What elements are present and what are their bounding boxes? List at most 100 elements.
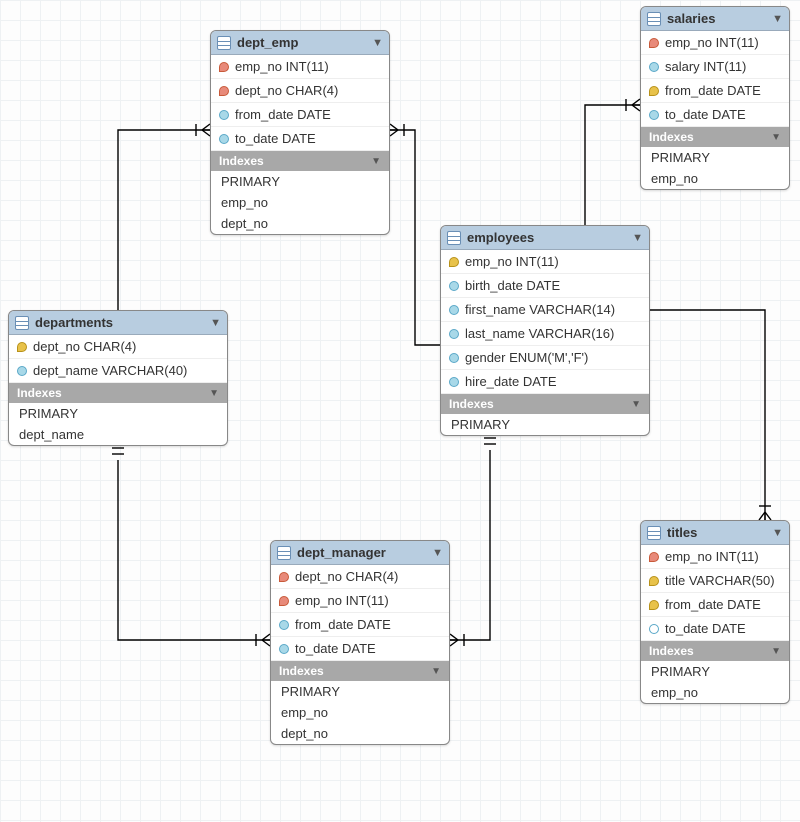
table-title: dept_emp bbox=[237, 35, 366, 50]
table-departments[interactable]: departments ▼ dept_no CHAR(4) dept_name VAR… bbox=[8, 310, 228, 446]
foreign-key-icon bbox=[649, 552, 659, 562]
table-header[interactable]: titles ▼ bbox=[641, 521, 789, 545]
column-def: from_date DATE bbox=[665, 83, 761, 98]
column-row[interactable]: to_date DATE bbox=[641, 103, 789, 127]
table-salaries[interactable]: salaries▼emp_no INT(11) salary INT(11) fro… bbox=[640, 6, 790, 190]
chevron-down-icon[interactable]: ▼ bbox=[772, 527, 783, 539]
column-row[interactable]: first_name VARCHAR(14) bbox=[441, 298, 649, 322]
column-row[interactable]: emp_no INT(11) bbox=[271, 589, 449, 613]
column-row[interactable]: emp_no INT(11) bbox=[641, 31, 789, 55]
foreign-key-icon bbox=[279, 596, 289, 606]
column-row[interactable]: title VARCHAR(50) bbox=[641, 569, 789, 593]
column-def: dept_no CHAR(4) bbox=[235, 83, 338, 98]
column-row[interactable]: last_name VARCHAR(16) bbox=[441, 322, 649, 346]
indexes-header[interactable]: Indexes ▼ bbox=[641, 127, 789, 147]
index-row[interactable]: PRIMARY bbox=[641, 147, 789, 168]
column-row[interactable]: hire_date DATE bbox=[441, 370, 649, 394]
column-def: hire_date DATE bbox=[465, 374, 557, 389]
primary-key-icon bbox=[649, 600, 659, 610]
indexes-label: Indexes bbox=[279, 664, 324, 678]
column-icon bbox=[15, 363, 29, 377]
column-row[interactable]: to_date DATE bbox=[211, 127, 389, 151]
table-header[interactable]: dept_manager▼ bbox=[271, 541, 449, 565]
chevron-down-icon[interactable]: ▼ bbox=[209, 388, 219, 399]
column-def: salary INT(11) bbox=[665, 59, 746, 74]
table-icon bbox=[647, 12, 661, 26]
index-row[interactable]: PRIMARY bbox=[271, 681, 449, 702]
table-dept_manager[interactable]: dept_manager▼dept_no CHAR(4)emp_no INT(1… bbox=[270, 540, 450, 745]
primary-key-icon bbox=[17, 342, 27, 352]
column-row[interactable]: emp_no INT(11) bbox=[211, 55, 389, 79]
column-icon bbox=[447, 278, 461, 292]
table-title: departments bbox=[35, 315, 204, 330]
column-row[interactable]: emp_no INT(11) bbox=[441, 250, 649, 274]
column-row[interactable]: dept_no CHAR(4) bbox=[9, 335, 227, 359]
index-row[interactable]: emp_no bbox=[211, 192, 389, 213]
column-row[interactable]: dept_no CHAR(4) bbox=[271, 565, 449, 589]
chevron-down-icon[interactable]: ▼ bbox=[432, 547, 443, 559]
column-icon bbox=[217, 107, 231, 121]
column-row[interactable]: dept_name VARCHAR(40) bbox=[9, 359, 227, 383]
chevron-down-icon[interactable]: ▼ bbox=[210, 317, 221, 329]
index-row[interactable]: PRIMARY bbox=[211, 171, 389, 192]
column-def: dept_name VARCHAR(40) bbox=[33, 363, 187, 378]
chevron-down-icon[interactable]: ▼ bbox=[372, 37, 383, 49]
chevron-down-icon[interactable]: ▼ bbox=[632, 232, 643, 244]
index-row[interactable]: dept_name bbox=[9, 424, 227, 445]
table-header[interactable]: dept_emp ▼ bbox=[211, 31, 389, 55]
table-titles[interactable]: titles ▼ emp_no INT(11) title VARCHAR(50) fr… bbox=[640, 520, 790, 704]
table-header[interactable]: salaries▼ bbox=[641, 7, 789, 31]
column-row[interactable]: salary INT(11) bbox=[641, 55, 789, 79]
column-row[interactable]: birth_date DATE bbox=[441, 274, 649, 298]
foreign-key-icon bbox=[649, 38, 659, 48]
column-row[interactable]: gender ENUM('M','F') bbox=[441, 346, 649, 370]
indexes-header[interactable]: Indexes ▼ bbox=[641, 641, 789, 661]
table-dept_emp[interactable]: dept_emp ▼ emp_no INT(11) dept_no CHAR(4) fr… bbox=[210, 30, 390, 235]
indexes-label: Indexes bbox=[649, 644, 694, 658]
column-row[interactable]: from_date DATE bbox=[641, 593, 789, 617]
column-row[interactable]: emp_no INT(11) bbox=[641, 545, 789, 569]
table-icon bbox=[15, 316, 29, 330]
table-icon bbox=[647, 526, 661, 540]
index-row[interactable]: dept_no bbox=[271, 723, 449, 744]
indexes-header[interactable]: Indexes▼ bbox=[9, 383, 227, 403]
column-row[interactable]: dept_no CHAR(4) bbox=[211, 79, 389, 103]
column-icon bbox=[277, 617, 291, 631]
table-header[interactable]: employees ▼ bbox=[441, 226, 649, 250]
chevron-down-icon[interactable]: ▼ bbox=[431, 666, 441, 677]
column-row[interactable]: from_date DATE bbox=[211, 103, 389, 127]
chevron-down-icon[interactable]: ▼ bbox=[631, 399, 641, 410]
column-row[interactable]: from_date DATE bbox=[641, 79, 789, 103]
column-row[interactable]: to_date DATE bbox=[641, 617, 789, 641]
table-title: employees bbox=[467, 230, 626, 245]
indexes-header[interactable]: Indexes▼ bbox=[441, 394, 649, 414]
chevron-down-icon[interactable]: ▼ bbox=[771, 646, 781, 657]
column-row[interactable]: from_date DATE bbox=[271, 613, 449, 637]
column-icon bbox=[447, 302, 461, 316]
index-row[interactable]: emp_no bbox=[641, 682, 789, 703]
chevron-down-icon[interactable]: ▼ bbox=[371, 156, 381, 167]
table-employees[interactable]: employees ▼ emp_no INT(11)birth_date DATEf… bbox=[440, 225, 650, 436]
index-row[interactable]: dept_no bbox=[211, 213, 389, 234]
column-def: title VARCHAR(50) bbox=[665, 573, 775, 588]
index-row[interactable]: PRIMARY bbox=[441, 414, 649, 435]
foreign-key-icon bbox=[279, 572, 289, 582]
indexes-label: Indexes bbox=[649, 130, 694, 144]
column-row[interactable]: to_date DATE bbox=[271, 637, 449, 661]
table-header[interactable]: departments ▼ bbox=[9, 311, 227, 335]
column-def: last_name VARCHAR(16) bbox=[465, 326, 614, 341]
chevron-down-icon[interactable]: ▼ bbox=[771, 132, 781, 143]
index-row[interactable]: emp_no bbox=[271, 702, 449, 723]
table-icon bbox=[277, 546, 291, 560]
index-row[interactable]: PRIMARY bbox=[9, 403, 227, 424]
table-title: titles bbox=[667, 525, 766, 540]
indexes-header[interactable]: Indexes▼ bbox=[211, 151, 389, 171]
index-row[interactable]: emp_no bbox=[641, 168, 789, 189]
primary-key-icon bbox=[449, 257, 459, 267]
chevron-down-icon[interactable]: ▼ bbox=[772, 13, 783, 25]
column-icon bbox=[217, 131, 231, 145]
indexes-header[interactable]: Indexes ▼ bbox=[271, 661, 449, 681]
column-def: from_date DATE bbox=[665, 597, 761, 612]
column-def: emp_no INT(11) bbox=[665, 549, 759, 564]
index-row[interactable]: PRIMARY bbox=[641, 661, 789, 682]
